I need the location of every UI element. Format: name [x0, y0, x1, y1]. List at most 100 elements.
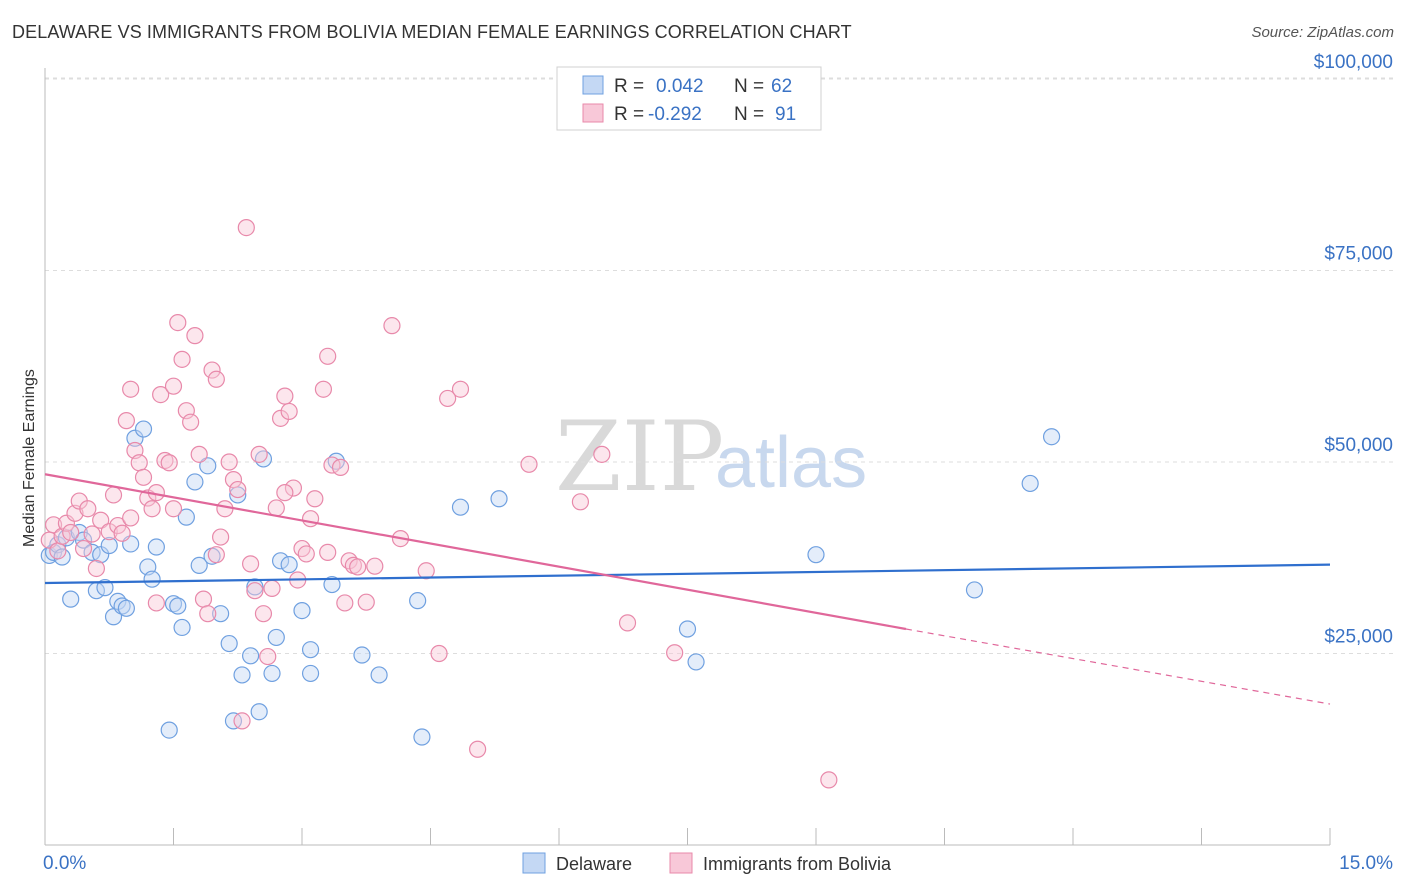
- data-point: [490, 490, 508, 508]
- delaware-swatch: [582, 75, 604, 95]
- data-point: [203, 361, 221, 379]
- data-point: [263, 664, 281, 683]
- legend-swatch-delaware: [522, 852, 546, 874]
- data-point: [383, 317, 401, 335]
- data-point: [122, 509, 140, 527]
- data-point: [83, 525, 101, 543]
- stat-n-label: N =: [734, 104, 764, 125]
- stat-r-label: R =: [614, 104, 644, 125]
- legend: Delaware Immigrants from Bolivia: [522, 852, 892, 874]
- data-point: [336, 594, 354, 612]
- data-point: [409, 592, 427, 610]
- data-point: [152, 385, 170, 404]
- data-point: [237, 219, 255, 237]
- data-point: [276, 387, 294, 405]
- data-point: [100, 523, 118, 541]
- data-point: [216, 500, 234, 518]
- data-point: [147, 538, 165, 556]
- data-point: [190, 445, 208, 463]
- data-point: [173, 618, 191, 637]
- data-point: [267, 628, 285, 647]
- y-tick-labels: $100,000 $75,000 $50,000 $25,000: [1314, 52, 1393, 648]
- data-point: [807, 546, 825, 564]
- data-point: [366, 557, 384, 575]
- data-point: [212, 528, 230, 546]
- data-point: [349, 558, 367, 576]
- y-tick-label: $75,000: [1324, 244, 1393, 265]
- watermark-atlas: atlas: [715, 423, 867, 503]
- data-point: [254, 605, 273, 623]
- data-point: [666, 644, 684, 662]
- data-point: [820, 771, 838, 789]
- delaware-trend-line: [44, 563, 1331, 585]
- data-point: [242, 647, 260, 665]
- legend-label-delaware: Delaware: [556, 854, 632, 874]
- bolivia-trend-line: [44, 473, 907, 631]
- data-point: [271, 552, 290, 570]
- data-point: [520, 455, 538, 473]
- chart-source: Source: ZipAtlas.com: [1251, 24, 1394, 41]
- data-point: [74, 539, 93, 558]
- bolivia-points: [40, 219, 838, 789]
- data-point: [126, 429, 144, 447]
- data-point: [130, 454, 148, 472]
- data-point: [44, 516, 63, 534]
- data-point: [267, 499, 285, 517]
- stats-box: R = 0.042 N = 62 R = -0.292 N = 91: [556, 66, 822, 131]
- data-point: [451, 380, 470, 398]
- data-point: [147, 594, 165, 612]
- data-point: [233, 666, 251, 684]
- data-point: [250, 703, 268, 721]
- stat-r-label: R =: [614, 76, 644, 97]
- data-point: [430, 644, 448, 663]
- legend-swatch-bolivia: [669, 852, 693, 874]
- x-max-label: 15.0%: [1339, 853, 1393, 874]
- data-point: [143, 570, 161, 588]
- data-point: [301, 664, 320, 683]
- data-point: [246, 582, 264, 600]
- axes: [44, 68, 1331, 846]
- data-point: [220, 453, 238, 471]
- data-point: [417, 562, 435, 580]
- bolivia-trend-extension: [905, 628, 1331, 705]
- data-point: [229, 480, 247, 499]
- data-point: [164, 500, 183, 518]
- data-point: [439, 389, 457, 408]
- data-point: [96, 579, 114, 597]
- data-point: [207, 370, 225, 388]
- data-point: [87, 559, 106, 578]
- data-point: [169, 597, 187, 615]
- data-point: [122, 380, 140, 398]
- data-point: [220, 634, 238, 653]
- data-point: [301, 510, 320, 528]
- chart-title: DELAWARE VS IMMIGRANTS FROM BOLIVIA MEDI…: [12, 22, 852, 42]
- data-point: [413, 728, 431, 746]
- data-point: [271, 409, 290, 427]
- data-point: [306, 490, 324, 508]
- data-point: [571, 493, 590, 511]
- data-point: [224, 471, 243, 489]
- data-point: [160, 721, 178, 739]
- data-point: [331, 458, 350, 476]
- data-point: [319, 543, 337, 561]
- bolivia-swatch: [582, 103, 604, 123]
- trend-lines: [44, 473, 1331, 705]
- data-point: [687, 653, 705, 671]
- data-point: [246, 578, 264, 596]
- stat-r-value: -0.292: [648, 104, 702, 125]
- data-point: [164, 377, 183, 395]
- data-point: [297, 545, 315, 563]
- data-point: [242, 555, 260, 573]
- stat-r-value: 0.042: [656, 76, 704, 97]
- delaware-points: [40, 420, 1061, 746]
- data-point: [319, 347, 337, 365]
- data-point: [212, 605, 230, 623]
- data-point: [469, 740, 487, 758]
- data-point: [173, 350, 191, 368]
- data-point: [117, 412, 135, 430]
- data-point: [169, 313, 187, 332]
- data-point: [965, 581, 984, 599]
- data-point: [370, 666, 388, 684]
- data-point: [186, 327, 204, 345]
- data-point: [451, 498, 470, 516]
